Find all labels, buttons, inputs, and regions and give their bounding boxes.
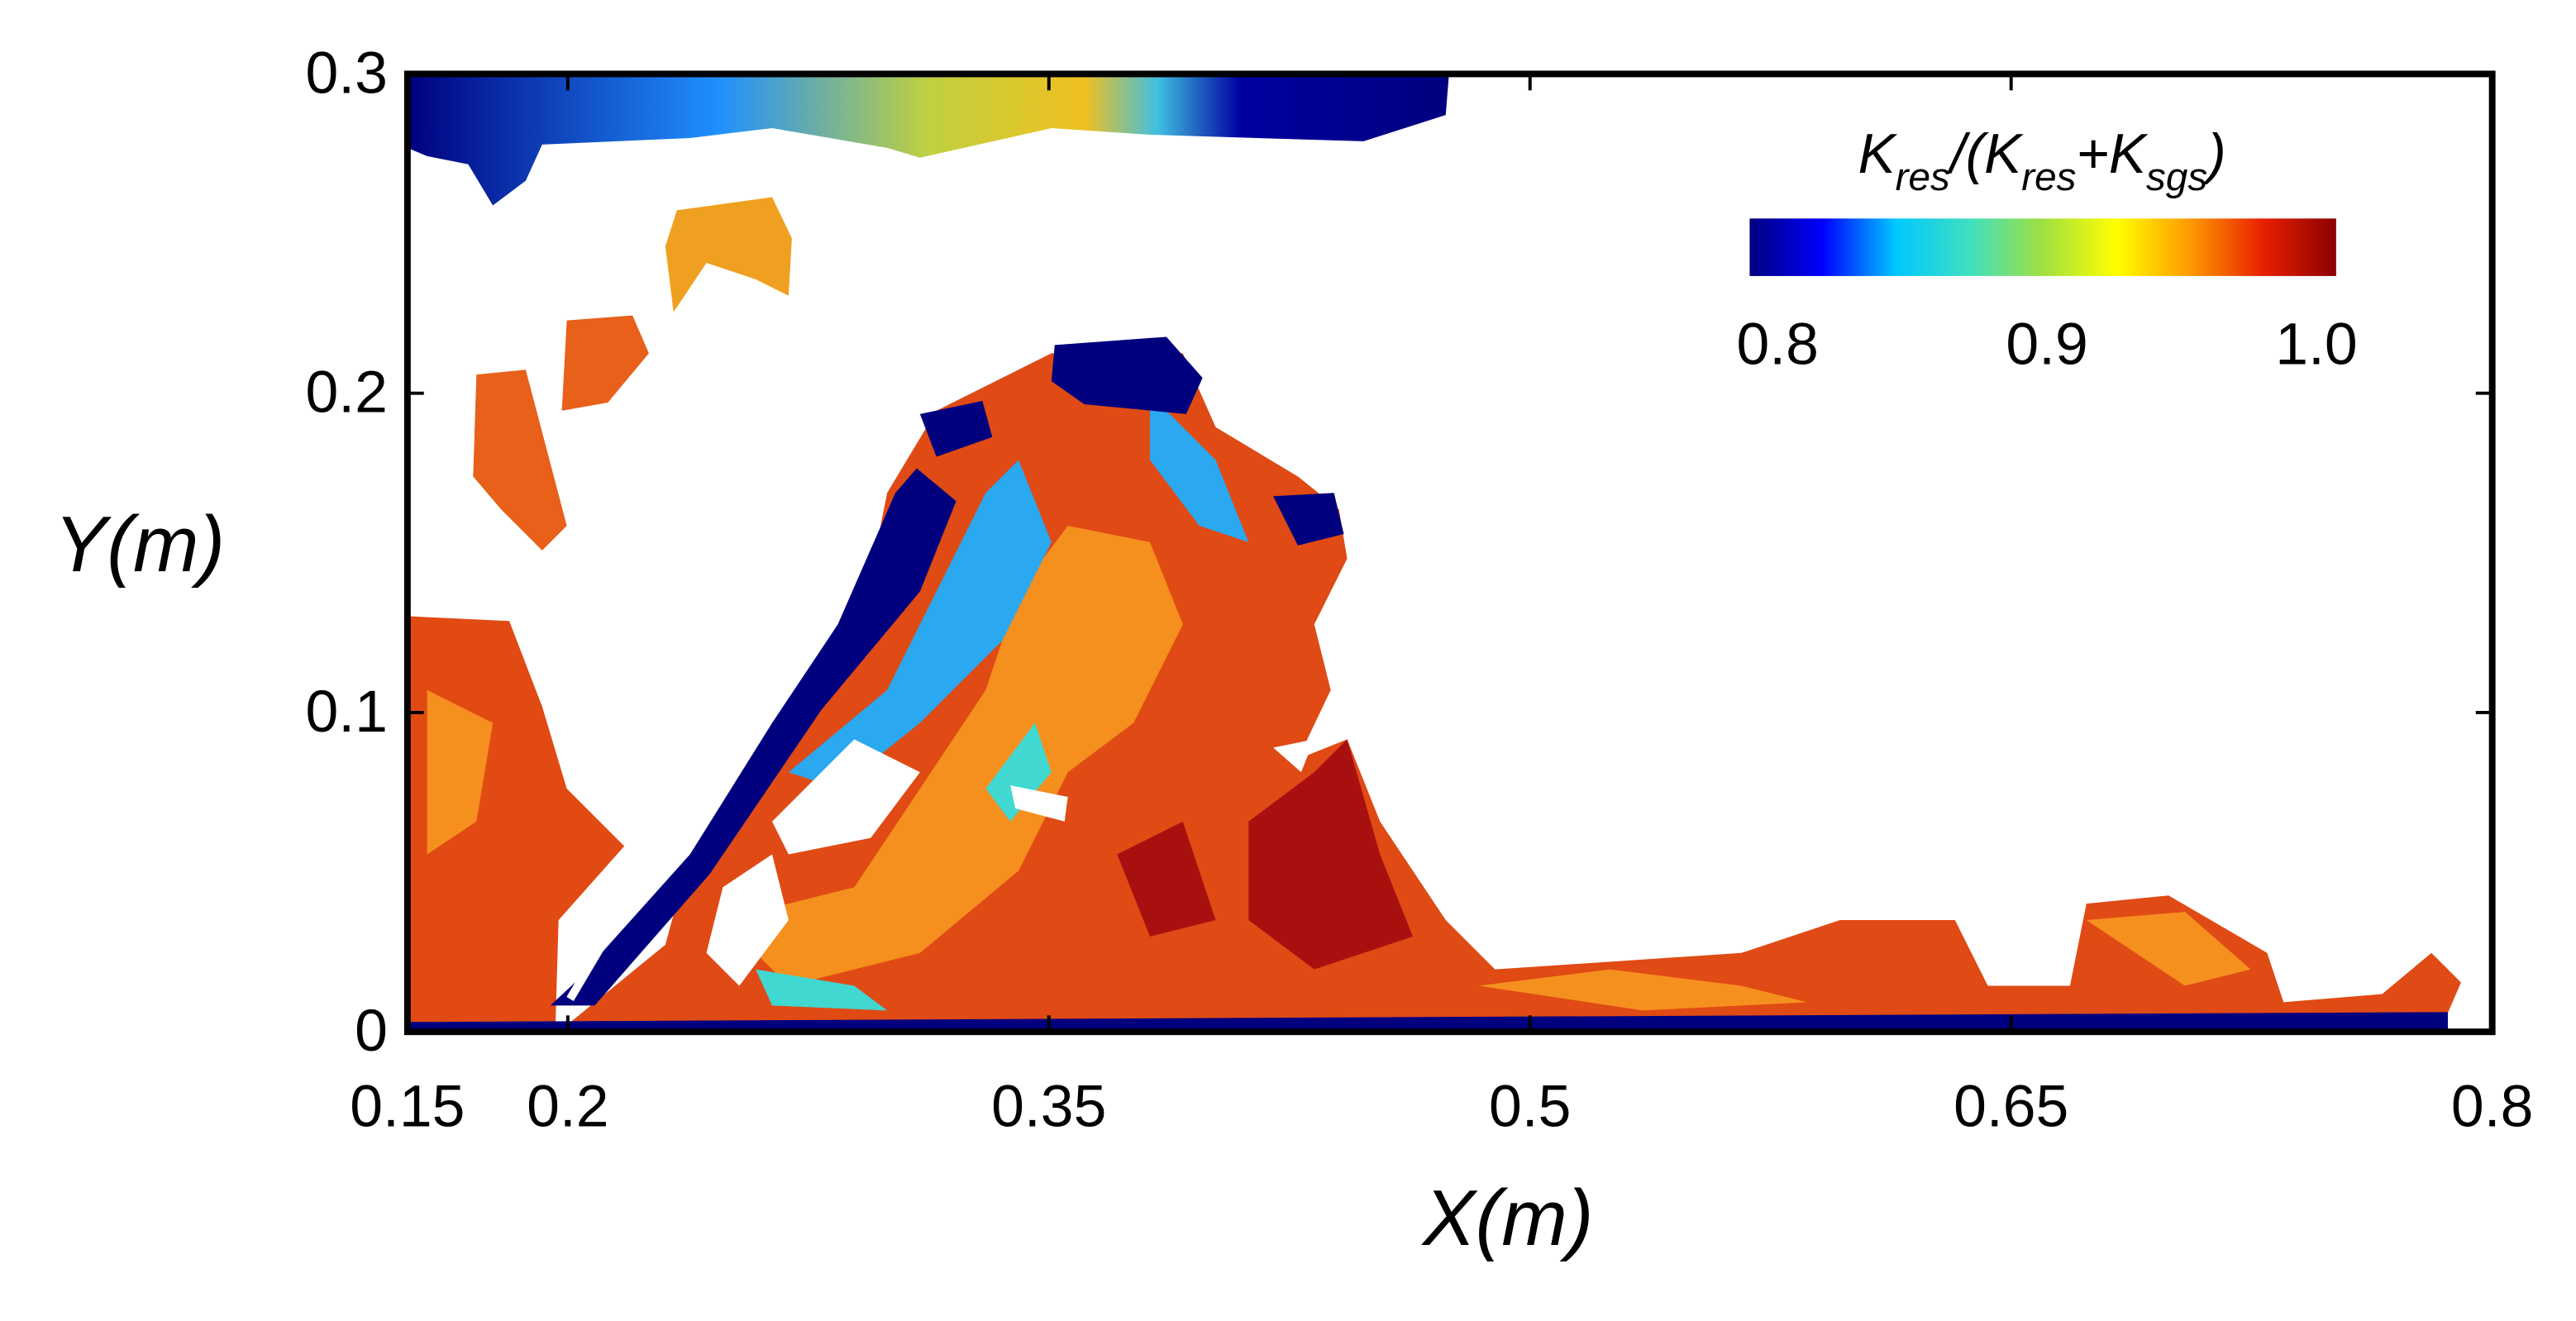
colorbar-title-part: res: [1896, 155, 1950, 199]
colorbar-title-part: sgs: [2146, 155, 2207, 199]
x-axis-title: X(m): [1421, 1175, 1594, 1262]
field-region: [788, 394, 1249, 789]
field-region: [550, 468, 956, 1006]
field-region: [665, 197, 792, 312]
colorbar-title-part: +K: [2076, 123, 2148, 185]
y-axis-title: Y(m): [55, 501, 226, 589]
field-region: [407, 74, 1449, 206]
x-tick-label: 0.8: [2451, 1073, 2533, 1139]
field-region: [473, 315, 649, 551]
field-region: [756, 722, 1052, 1011]
y-tick-label: 0.2: [306, 360, 388, 426]
x-tick-label: 0.2: [527, 1073, 608, 1139]
x-tick-label: 0.65: [1953, 1073, 2068, 1139]
nozzle: [566, 863, 653, 1001]
field: [407, 74, 2461, 1032]
field-region: [706, 739, 1314, 986]
colorbar: [1749, 218, 2336, 276]
field-region: [723, 526, 1183, 986]
colorbar-title-part: /(K: [1947, 123, 2024, 185]
colorbar-tick-label: 1.0: [2275, 311, 2357, 377]
x-tick-label: 0.35: [991, 1073, 1106, 1139]
y-tick-label: 0.3: [306, 40, 388, 106]
y-tick-label: 0.1: [306, 679, 388, 745]
colorbar-title-part: K: [1858, 123, 1898, 185]
plot-frame: [403, 70, 2496, 1036]
colorbar-tick-label: 0.8: [1736, 311, 1818, 377]
colorbar-tick-label: 0.9: [2006, 311, 2087, 377]
field-region: [1117, 739, 1414, 970]
colorbar-title-part: res: [2021, 155, 2076, 199]
colorbar-title: Kres/(Kres+Ksgs): [1858, 123, 2226, 199]
x-tick-label: 0.5: [1489, 1073, 1571, 1139]
y-tick-label: 0: [355, 998, 388, 1064]
x-tick-label: 0.15: [350, 1073, 465, 1139]
